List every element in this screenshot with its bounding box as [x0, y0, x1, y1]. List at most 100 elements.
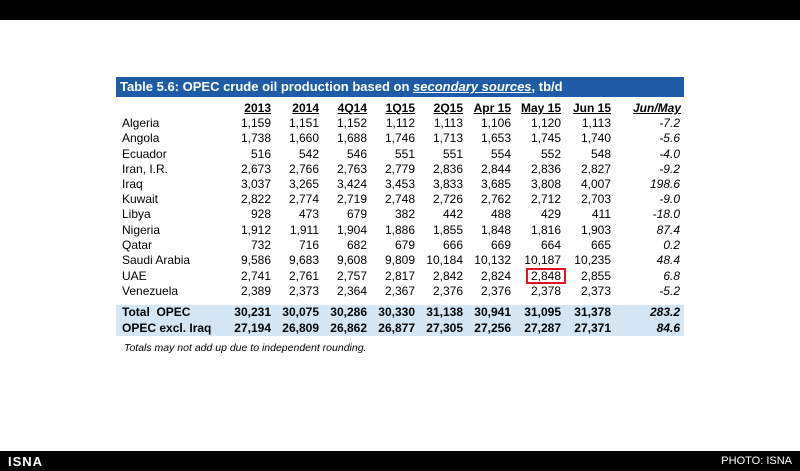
- value-cell: 1,904: [336, 222, 367, 237]
- value-cell: 488: [490, 207, 511, 222]
- total-row: Total OPEC 30,231 30,075 30,286 30,330 31,138…: [116, 299, 684, 321]
- value-cell: 1,713: [432, 131, 463, 146]
- value-cell: 2,673: [240, 161, 271, 176]
- table-row: Ecuador 516 542 546 551 551 554 552 548 -4.0: [116, 147, 684, 162]
- value-cell: 1,903: [580, 222, 611, 237]
- total-value-cell: 30,330: [370, 299, 418, 321]
- value-cell: 2,836: [432, 161, 463, 176]
- change-cell: -18.0: [652, 207, 680, 222]
- value-cell: 1,912: [240, 222, 271, 237]
- value-cell: 546: [346, 146, 367, 161]
- value-cell: 1,848: [480, 222, 511, 237]
- country-name: Nigeria: [122, 222, 161, 237]
- column-header: 1Q15: [385, 101, 415, 116]
- photo-credit: PHOTO: ISNA: [721, 455, 792, 467]
- title-prefix: Table 5.6: OPEC crude oil production bas…: [120, 79, 414, 94]
- value-cell: 2,836: [530, 161, 561, 176]
- total-value-cell: 30,075: [274, 299, 322, 321]
- value-cell: 2,824: [480, 268, 511, 283]
- value-cell: 2,376: [432, 284, 463, 299]
- title-suffix: , tb/d: [531, 79, 563, 94]
- value-cell: 1,113: [581, 116, 611, 131]
- table-row: Venezuela 2,389 2,373 2,364 2,367 2,376 2,376 2…: [116, 284, 684, 302]
- total-change-cell: 84.6: [614, 320, 684, 336]
- value-cell: 10,187: [524, 252, 561, 267]
- change-cell: -5.2: [659, 284, 680, 299]
- total-value-cell: 26,809: [274, 320, 322, 336]
- value-cell: 928: [250, 207, 271, 222]
- column-header: 2Q15: [433, 101, 463, 116]
- value-cell: 2,844: [480, 161, 511, 176]
- value-cell: 2,757: [336, 268, 367, 283]
- value-cell: 2,373: [288, 284, 319, 299]
- header-country: [116, 101, 226, 116]
- value-cell: 2,822: [240, 192, 271, 207]
- total-value-cell: 27,305: [418, 320, 466, 336]
- footer-bar: ISNA PHOTO: ISNA: [0, 451, 800, 471]
- table-row: Iraq 3,037 3,265 3,424 3,453 3,833 3,685 3,808 4…: [116, 177, 684, 192]
- value-cell: 1,653: [480, 131, 511, 146]
- country-name: UAE: [122, 268, 147, 283]
- value-cell: 442: [442, 207, 463, 222]
- change-cell: 87.4: [656, 222, 680, 237]
- total-value-cell: 26,862: [322, 320, 370, 336]
- change-cell: 6.8: [663, 268, 680, 283]
- country-name: Iraq: [122, 177, 143, 192]
- value-cell: 716: [298, 237, 319, 252]
- value-cell: 1,745: [530, 131, 561, 146]
- total-value-cell: 30,231: [226, 299, 274, 321]
- value-cell: 2,364: [336, 284, 367, 299]
- table-row: Qatar 732 716 682 679 666 669 664 665 0.2: [116, 238, 684, 253]
- change-cell: -9.2: [659, 161, 680, 176]
- value-cell: 665: [590, 237, 611, 252]
- value-cell: 2,741: [240, 268, 271, 283]
- value-cell: 1,816: [530, 222, 561, 237]
- top-border: [0, 0, 800, 20]
- change-cell: 198.6: [649, 177, 680, 192]
- total-value-cell: 27,194: [226, 320, 274, 336]
- value-cell: 2,855: [580, 268, 611, 283]
- value-cell: 1,112: [385, 116, 415, 131]
- total-value-cell: 31,095: [514, 299, 564, 321]
- value-cell: 2,712: [530, 192, 561, 207]
- value-cell: 2,748: [384, 192, 415, 207]
- table-row: Saudi Arabia 9,586 9,683 9,608 9,809 10,184 10…: [116, 253, 684, 268]
- total-value-cell: 27,287: [514, 320, 564, 336]
- header-row: 2013 2014 4Q14 1Q15 2Q15 Apr 15 May 15 Jun 15 Ju…: [116, 101, 684, 116]
- value-cell: 2,389: [240, 284, 271, 299]
- value-cell: 2,726: [432, 192, 463, 207]
- value-cell: 1,886: [384, 222, 415, 237]
- value-cell: 3,424: [336, 177, 367, 192]
- change-cell: 0.2: [663, 237, 680, 252]
- value-cell: 2,827: [580, 161, 611, 176]
- value-cell: 2,779: [384, 161, 415, 176]
- value-cell: 3,808: [530, 177, 561, 192]
- value-cell: 669: [490, 237, 511, 252]
- country-name: Saudi Arabia: [122, 252, 191, 267]
- table-row: UAE 2,741 2,761 2,757 2,817 2,842 2,824 2,848 2,…: [116, 268, 684, 285]
- change-cell: -9.0: [659, 192, 680, 207]
- table-row: Nigeria 1,912 1,911 1,904 1,886 1,855 1,848 1,8…: [116, 223, 684, 238]
- value-cell: 1,746: [384, 131, 415, 146]
- country-name: Algeria: [122, 116, 160, 131]
- total-change-cell: 283.2: [614, 299, 684, 321]
- value-cell: 1,660: [288, 131, 319, 146]
- change-cell: -4.0: [659, 146, 680, 161]
- table-row: Angola 1,738 1,660 1,688 1,746 1,713 1,653 1,74…: [116, 131, 684, 146]
- country-name: Venezuela: [122, 284, 179, 299]
- column-header: 2014: [292, 101, 319, 116]
- country-name: Kuwait: [122, 192, 159, 207]
- value-cell: 1,106: [480, 116, 511, 131]
- change-cell: 48.4: [656, 252, 680, 267]
- column-header: May 15: [520, 101, 561, 116]
- total-value-cell: 31,378: [564, 299, 614, 321]
- value-cell: 2,703: [580, 192, 611, 207]
- value-cell: 542: [298, 146, 319, 161]
- value-cell: 2,719: [336, 192, 367, 207]
- value-cell: 2,817: [384, 268, 415, 283]
- value-cell: 3,037: [240, 177, 271, 192]
- value-cell: 548: [590, 146, 611, 161]
- value-cell: 664: [540, 237, 561, 252]
- total-label: Total OPEC: [116, 299, 226, 321]
- country-name: Iran, I.R.: [122, 161, 169, 176]
